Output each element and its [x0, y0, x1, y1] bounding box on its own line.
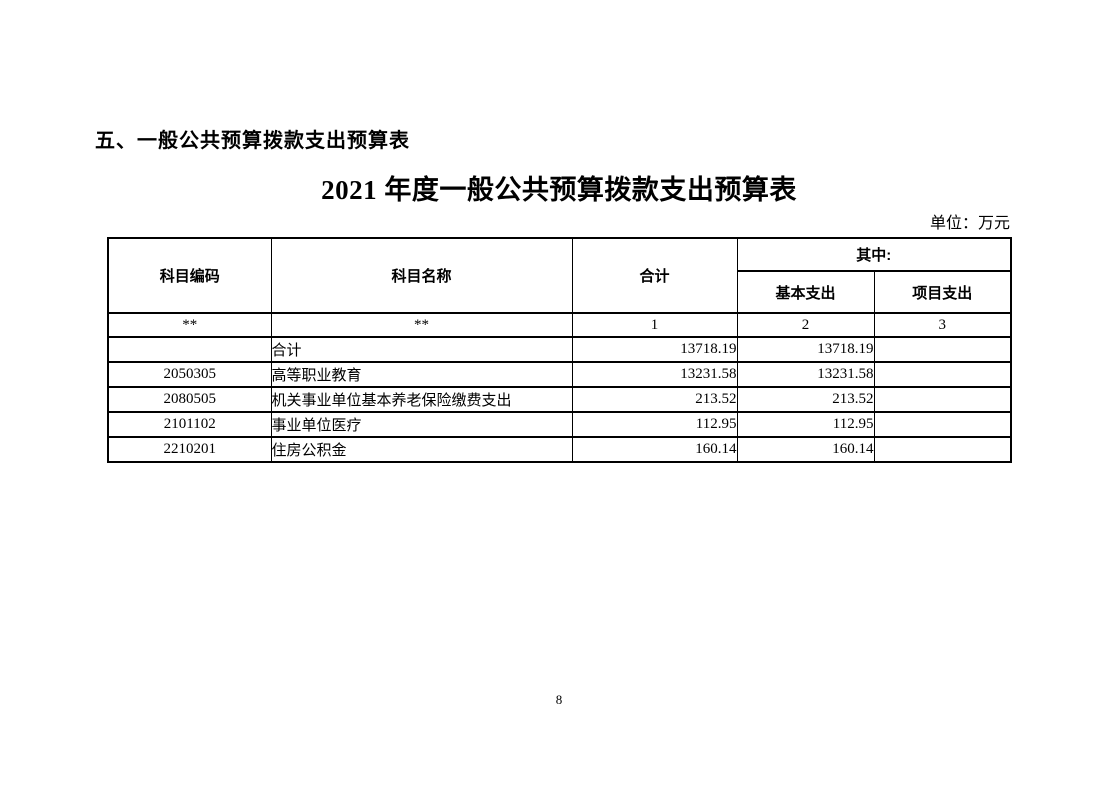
cell-basic: 13718.19 [736, 336, 875, 363]
table-row: 2050305 高等职业教育 13231.58 13231.58 [107, 361, 1012, 388]
table-row: 2210201 住房公积金 160.14 160.14 [107, 436, 1012, 463]
document-title: 2021 年度一般公共预算拨款支出预算表 [321, 175, 797, 205]
cell-basic: 213.52 [736, 386, 875, 413]
cell-name: 合计 [270, 336, 573, 363]
cell-total: 112.95 [571, 411, 738, 438]
table-row-total: 合计 13718.19 13718.19 [107, 336, 1012, 363]
cell-project [873, 361, 1012, 388]
cell-name: 事业单位医疗 [270, 411, 573, 438]
cell-name: 机关事业单位基本养老保险缴费支出 [270, 386, 573, 413]
col-group-header-of-which: 其中: [736, 237, 1012, 272]
cell-total: 13231.58 [571, 361, 738, 388]
cell-project [873, 411, 1012, 438]
cell-basic: 160.14 [736, 436, 875, 463]
col-header-basic: 基本支出 [736, 270, 875, 314]
cell-basic: 13231.58 [736, 361, 875, 388]
index-cell: 3 [873, 312, 1012, 338]
section-heading: 五、一般公共预算拨款支出预算表 [95, 130, 410, 152]
cell-code: 2050305 [107, 361, 272, 388]
cell-code: 2101102 [107, 411, 272, 438]
budget-table: 科目编码 科目名称 合计 其中: 基本支出 项目支出 ** ** 1 2 3 合… [107, 237, 1012, 463]
column-index-row: ** ** 1 2 3 [107, 312, 1012, 338]
table-row: 2080505 机关事业单位基本养老保险缴费支出 213.52 213.52 [107, 386, 1012, 413]
header-row-1: 科目编码 科目名称 合计 其中: [107, 237, 1012, 314]
cell-project [873, 336, 1012, 363]
cell-code [107, 336, 272, 363]
index-cell: ** [270, 312, 573, 338]
col-header-total: 合计 [571, 237, 738, 314]
col-header-name: 科目名称 [270, 237, 573, 314]
cell-project [873, 386, 1012, 413]
unit-note: 单位：万元 [929, 215, 1010, 232]
cell-name: 高等职业教育 [270, 361, 573, 388]
cell-basic: 112.95 [736, 411, 875, 438]
cell-code: 2210201 [107, 436, 272, 463]
page-number: 8 [555, 692, 563, 707]
col-header-code: 科目编码 [107, 237, 272, 314]
cell-name: 住房公积金 [270, 436, 573, 463]
cell-total: 213.52 [571, 386, 738, 413]
cell-project [873, 436, 1012, 463]
header-row-2: 基本支出 项目支出 [108, 270, 1012, 314]
table-row: 2101102 事业单位医疗 112.95 112.95 [107, 411, 1012, 438]
cell-total: 160.14 [571, 436, 738, 463]
index-cell: 2 [736, 312, 875, 338]
index-cell: ** [107, 312, 272, 338]
index-cell: 1 [571, 312, 738, 338]
cell-total: 13718.19 [571, 336, 738, 363]
cell-code: 2080505 [107, 386, 272, 413]
col-header-project: 项目支出 [873, 270, 1012, 314]
